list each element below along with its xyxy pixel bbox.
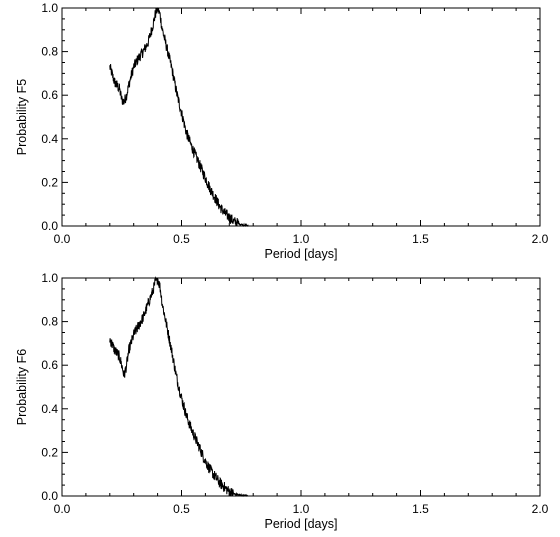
y-tick-label: 0.2	[41, 175, 58, 189]
y-tick-label: 0.8	[41, 45, 58, 59]
y-tick-label: 0.6	[41, 88, 58, 102]
x-tick-label: 0.0	[54, 232, 71, 246]
x-tick-label: 0.5	[173, 502, 190, 516]
y-tick-label: 0.0	[41, 219, 58, 233]
y-tick-label: 0.6	[41, 358, 58, 372]
x-tick-label: 0.0	[54, 502, 71, 516]
x-tick-label: 1.0	[293, 502, 310, 516]
x-tick-label: 1.5	[412, 502, 429, 516]
x-tick-label: 0.5	[173, 232, 190, 246]
plot-frame	[61, 7, 541, 227]
x-axis-label: Period [days]	[265, 517, 338, 531]
y-axis-label: Probability F6	[15, 349, 29, 425]
data-series-line	[109, 7, 249, 228]
x-tick-label: 2.0	[532, 502, 549, 516]
y-tick-label: 0.4	[41, 402, 58, 416]
y-tick-label: 1.0	[41, 271, 58, 285]
chart-panel-f6: 0.0 0.5 1.0 1.5 2.00.00.20.40.60.81.0Period …	[15, 271, 549, 531]
x-tick-label: 1.5	[412, 232, 429, 246]
x-axis-label: Period [days]	[265, 247, 338, 261]
data-series-line	[109, 276, 249, 497]
plot-frame	[61, 277, 541, 497]
chart-panel-f5: 0.0 0.5 1.0 1.5 2.00.00.20.40.60.81.0Period …	[15, 1, 549, 261]
y-tick-label: 0.0	[41, 489, 58, 503]
y-tick-label: 0.4	[41, 132, 58, 146]
y-tick-label: 0.8	[41, 315, 58, 329]
y-tick-label: 1.0	[41, 1, 58, 15]
x-tick-label: 1.0	[293, 232, 310, 246]
y-axis-label: Probability F5	[15, 79, 29, 155]
x-tick-label: 2.0	[532, 232, 549, 246]
y-tick-label: 0.2	[41, 445, 58, 459]
